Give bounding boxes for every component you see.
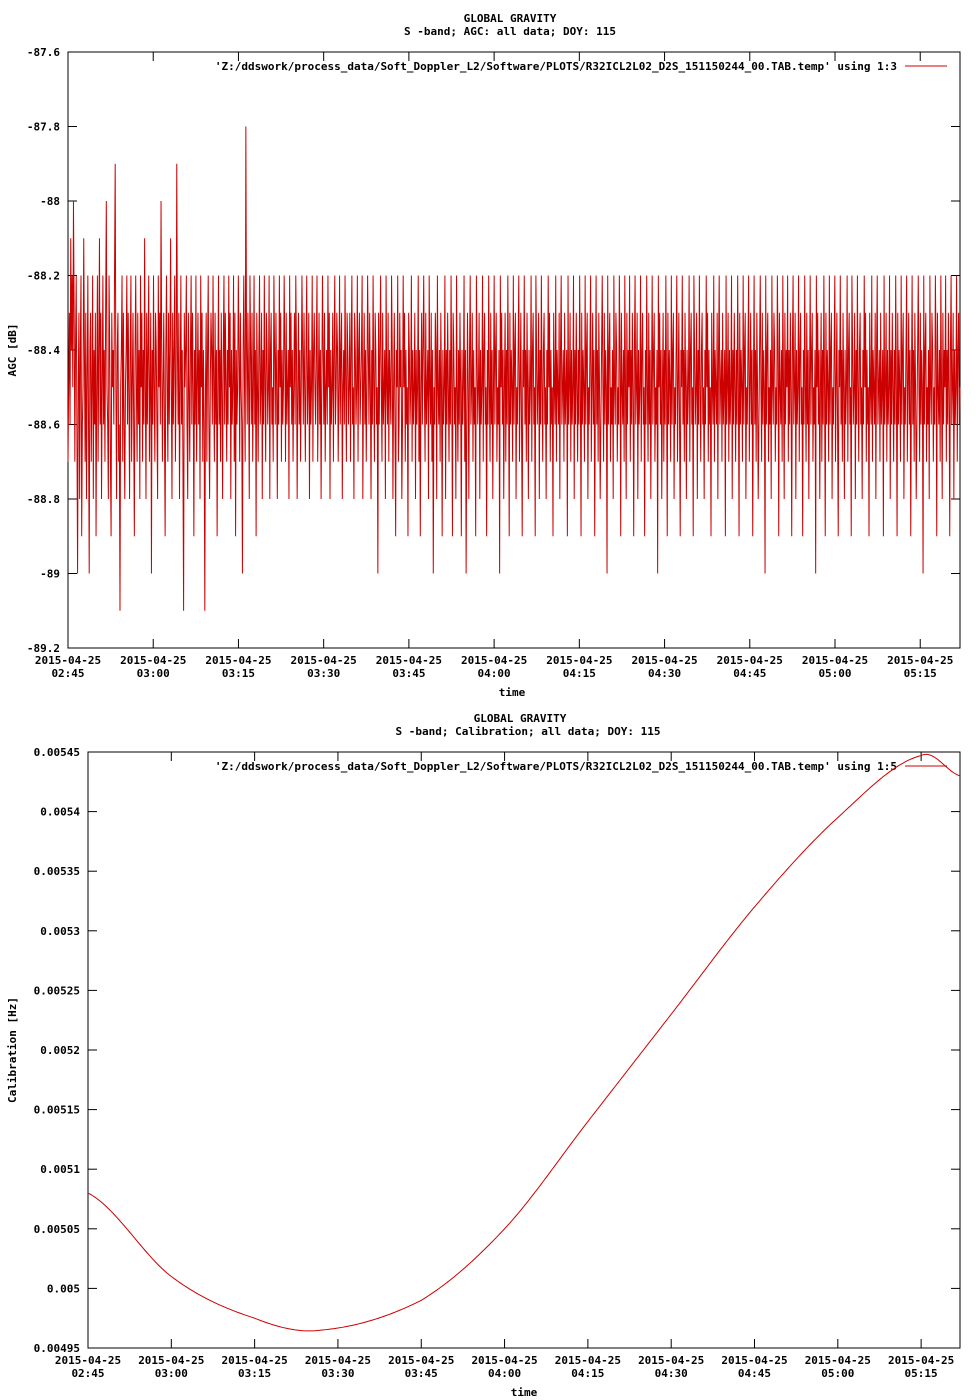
chart2-y-tick-label: 0.00495: [34, 1342, 80, 1355]
chart2-y-tick-label: 0.00535: [34, 865, 80, 878]
chart2-y-tick-label: 0.0054: [40, 806, 80, 819]
chart1-x-tick-time: 03:15: [222, 667, 255, 680]
chart2-x-tick-time: 02:45: [71, 1367, 104, 1380]
chart1-y-tick-label: -89: [40, 568, 60, 581]
chart2-x-tick-time: 03:45: [405, 1367, 438, 1380]
chart2-x-tick-date: 2015-04-25: [555, 1354, 621, 1367]
chart2-subtitle: S -band; Calibration; all data; DOY: 115: [396, 725, 661, 738]
chart2-x-tick-time: 03:15: [238, 1367, 271, 1380]
chart1-x-tick-date: 2015-04-25: [205, 654, 271, 667]
chart1-x-tick-date: 2015-04-25: [887, 654, 953, 667]
chart2-y-tick-label: 0.0052: [40, 1044, 80, 1057]
chart2-plot-frame: [87, 751, 961, 1349]
chart2-x-tick-time: 05:15: [905, 1367, 938, 1380]
chart1-x-tick-date: 2015-04-25: [631, 654, 697, 667]
chart2-xlabel: time: [511, 1386, 538, 1399]
chart2-y-tick-label: 0.00505: [34, 1223, 80, 1236]
chart2-x-tick-date: 2015-04-25: [721, 1354, 787, 1367]
chart1-series-group: [67, 126, 961, 611]
chart1-x-tick-date: 2015-04-25: [461, 654, 527, 667]
chart1-y-tick-label: -88.6: [27, 419, 60, 432]
chart2-y-ticks: 0.00545 0.0054 0.00535 0.0053 0.00525 0.0052 0…: [34, 746, 960, 1355]
chart1-x-tick-time: 03:45: [392, 667, 425, 680]
chart2-x-tick-date: 2015-04-25: [888, 1354, 954, 1367]
chart1-y-tick-label: -88.2: [27, 270, 60, 283]
chart2-x-tick-time: 03:00: [155, 1367, 188, 1380]
chart1-x-tick-date: 2015-04-25: [291, 654, 357, 667]
chart2-legend-text: 'Z:/ddswork/process_data/Soft_Doppler_L2…: [215, 760, 897, 773]
chart2-y-tick-label: 0.00515: [34, 1104, 80, 1117]
chart2-x-tick-date: 2015-04-25: [55, 1354, 121, 1367]
chart2-x-tick-time: 04:00: [488, 1367, 521, 1380]
chart1-x-tick-time: 03:00: [137, 667, 170, 680]
chart1-y-tick-label: -87.8: [27, 121, 60, 134]
chart1-x-ticks: 2015-04-2502:452015-04-2503:002015-04-25…: [35, 52, 953, 680]
chart2-x-tick-time: 03:30: [321, 1367, 354, 1380]
chart1-x-tick-date: 2015-04-25: [376, 654, 442, 667]
chart2-ylabel: Calibration [Hz]: [6, 997, 19, 1103]
chart1-x-tick-date: 2015-04-25: [35, 654, 101, 667]
chart1-x-tick-time: 04:45: [733, 667, 766, 680]
chart1-y-tick-label: -88.4: [27, 344, 60, 357]
chart2-x-tick-time: 05:00: [821, 1367, 854, 1380]
chart2-x-tick-date: 2015-04-25: [471, 1354, 537, 1367]
chart1-x-tick-time: 04:00: [478, 667, 511, 680]
chart2-x-tick-date: 2015-04-25: [638, 1354, 704, 1367]
chart2-x-tick-date: 2015-04-25: [805, 1354, 871, 1367]
chart1-x-tick-date: 2015-04-25: [717, 654, 783, 667]
chart2-x-tick-date: 2015-04-25: [138, 1354, 204, 1367]
chart2-x-ticks: 2015-04-2502:452015-04-2503:002015-04-25…: [55, 752, 954, 1380]
chart1-x-tick-time: 03:30: [307, 667, 340, 680]
chart1-x-tick-time: 05:00: [818, 667, 851, 680]
chart2-y-tick-label: 0.005: [47, 1282, 80, 1295]
chart2-x-tick-time: 04:30: [655, 1367, 688, 1380]
chart1-title: GLOBAL GRAVITY: [464, 12, 557, 25]
chart1-x-tick-time: 05:15: [904, 667, 937, 680]
chart1-x-tick-time: 04:15: [563, 667, 596, 680]
chart1-subtitle: S -band; AGC: all data; DOY: 115: [404, 25, 616, 38]
chart1-y-ticks: -87.6 -87.8 -88 -88.2 -88.4 -88.6 -88.8 -89 -89.…: [27, 46, 960, 655]
chart1-y-tick-label: -88: [40, 195, 60, 208]
chart1-y-tick-label: -88.8: [27, 493, 60, 506]
chart2-series-group: [87, 753, 961, 1332]
chart1-legend-text: 'Z:/ddswork/process_data/Soft_Doppler_L2…: [215, 60, 897, 73]
chart2-series-line: [87, 753, 961, 1332]
chart1-xlabel: time: [499, 686, 526, 699]
chart2-y-tick-label: 0.0051: [40, 1163, 80, 1176]
chart1-x-tick-time: 02:45: [51, 667, 84, 680]
chart2-y-tick-label: 0.00525: [34, 984, 80, 997]
chart2-y-tick-label: 0.0053: [40, 925, 80, 938]
chart2-x-tick-date: 2015-04-25: [222, 1354, 288, 1367]
chart2-x-tick-date: 2015-04-25: [388, 1354, 454, 1367]
chart1-x-tick-date: 2015-04-25: [120, 654, 186, 667]
chart1-y-tick-label: -89.2: [27, 642, 60, 655]
chart1-x-tick-time: 04:30: [648, 667, 681, 680]
chart1-x-tick-date: 2015-04-25: [802, 654, 868, 667]
chart2-x-tick-time: 04:45: [738, 1367, 771, 1380]
chart2-y-tick-label: 0.00545: [34, 746, 80, 759]
chart1-series-line: [67, 126, 961, 611]
chart2-title: GLOBAL GRAVITY: [474, 712, 567, 725]
chart2-x-tick-time: 04:15: [571, 1367, 604, 1380]
chart2-x-tick-date: 2015-04-25: [305, 1354, 371, 1367]
chart1-y-tick-label: -87.6: [27, 46, 60, 59]
chart1-ylabel: AGC [dB]: [6, 324, 19, 377]
chart1-x-tick-date: 2015-04-25: [546, 654, 612, 667]
